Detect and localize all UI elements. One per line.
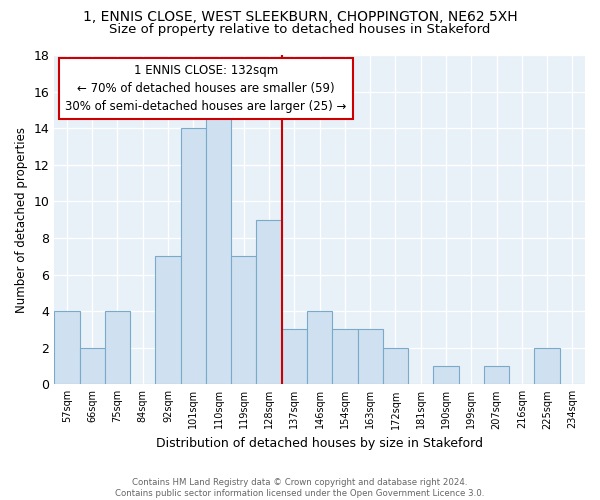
Bar bbox=[206, 110, 231, 384]
X-axis label: Distribution of detached houses by size in Stakeford: Distribution of detached houses by size … bbox=[156, 437, 483, 450]
Bar bbox=[535, 348, 560, 385]
Bar bbox=[155, 256, 181, 384]
Bar bbox=[332, 330, 358, 384]
Bar bbox=[307, 311, 332, 384]
Bar bbox=[358, 330, 383, 384]
Text: Contains HM Land Registry data © Crown copyright and database right 2024.
Contai: Contains HM Land Registry data © Crown c… bbox=[115, 478, 485, 498]
Bar bbox=[433, 366, 458, 384]
Text: 1, ENNIS CLOSE, WEST SLEEKBURN, CHOPPINGTON, NE62 5XH: 1, ENNIS CLOSE, WEST SLEEKBURN, CHOPPING… bbox=[83, 10, 517, 24]
Bar bbox=[484, 366, 509, 384]
Y-axis label: Number of detached properties: Number of detached properties bbox=[15, 126, 28, 312]
Bar bbox=[181, 128, 206, 384]
Bar bbox=[105, 311, 130, 384]
Bar bbox=[54, 311, 80, 384]
Bar bbox=[80, 348, 105, 385]
Bar bbox=[383, 348, 408, 385]
Text: Size of property relative to detached houses in Stakeford: Size of property relative to detached ho… bbox=[109, 22, 491, 36]
Bar bbox=[282, 330, 307, 384]
Bar bbox=[256, 220, 282, 384]
Text: 1 ENNIS CLOSE: 132sqm
← 70% of detached houses are smaller (59)
30% of semi-deta: 1 ENNIS CLOSE: 132sqm ← 70% of detached … bbox=[65, 64, 347, 113]
Bar bbox=[231, 256, 256, 384]
